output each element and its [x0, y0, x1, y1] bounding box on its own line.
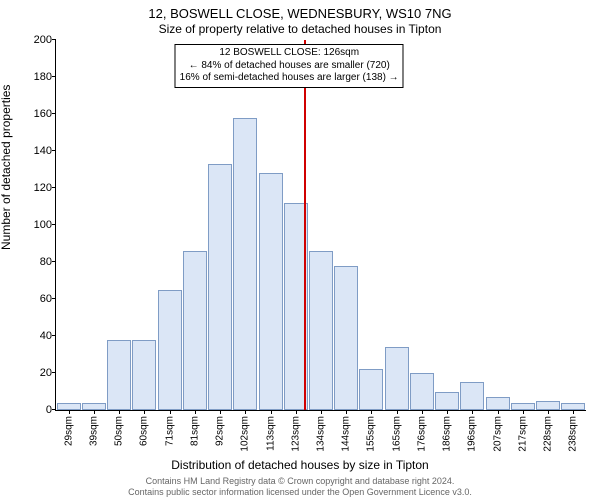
x-tick-mark [220, 410, 221, 414]
x-tick-mark [397, 410, 398, 414]
plot-area: 02040608010012014016018020029sqm39sqm50s… [55, 40, 586, 411]
histogram-bar [233, 118, 257, 410]
x-tick-mark [321, 410, 322, 414]
histogram-bar [460, 382, 484, 410]
histogram-bar [435, 392, 459, 411]
y-tick-label: 60 [22, 293, 56, 305]
x-tick-mark [472, 410, 473, 414]
annotation-line: 16% of semi-detached houses are larger (… [180, 72, 399, 85]
y-tick-label: 80 [22, 256, 56, 268]
chart-container: { "title": "12, BOSWELL CLOSE, WEDNESBUR… [0, 0, 600, 500]
x-tick-label: 207sqm [492, 416, 503, 452]
y-tick-mark [52, 409, 56, 410]
y-tick-mark [52, 113, 56, 114]
annotation-box: 12 BOSWELL CLOSE: 126sqm← 84% of detache… [175, 44, 404, 88]
x-tick-mark [245, 410, 246, 414]
x-tick-label: 29sqm [63, 416, 74, 446]
histogram-bar [208, 164, 232, 410]
x-tick-label: 50sqm [114, 416, 125, 446]
histogram-bar [132, 340, 156, 410]
x-tick-label: 71sqm [164, 416, 175, 446]
histogram-bar [561, 403, 585, 410]
x-tick-label: 165sqm [391, 416, 402, 452]
x-tick-label: 123sqm [290, 416, 301, 452]
x-tick-mark [523, 410, 524, 414]
histogram-bar [309, 251, 333, 410]
y-tick-label: 180 [22, 71, 56, 83]
y-tick-label: 140 [22, 145, 56, 157]
histogram-bar [334, 266, 358, 410]
histogram-bar [183, 251, 207, 410]
x-axis-label: Distribution of detached houses by size … [0, 458, 600, 472]
y-tick-label: 0 [22, 404, 56, 416]
x-tick-label: 176sqm [416, 416, 427, 452]
x-tick-mark [548, 410, 549, 414]
annotation-line: 12 BOSWELL CLOSE: 126sqm [180, 47, 399, 60]
x-tick-mark [573, 410, 574, 414]
x-tick-mark [144, 410, 145, 414]
histogram-bar [511, 403, 535, 410]
x-tick-label: 81sqm [189, 416, 200, 446]
x-tick-label: 39sqm [88, 416, 99, 446]
histogram-bar [158, 290, 182, 410]
y-tick-mark [52, 76, 56, 77]
footer-line-1: Contains HM Land Registry data © Crown c… [0, 476, 600, 486]
x-tick-mark [346, 410, 347, 414]
y-tick-label: 20 [22, 367, 56, 379]
x-tick-label: 113sqm [265, 416, 276, 451]
y-tick-mark [52, 298, 56, 299]
histogram-bar [385, 347, 409, 410]
x-tick-label: 228sqm [543, 416, 554, 452]
y-tick-label: 40 [22, 330, 56, 342]
y-tick-mark [52, 187, 56, 188]
x-tick-mark [94, 410, 95, 414]
histogram-bar [536, 401, 560, 410]
x-tick-mark [69, 410, 70, 414]
histogram-bar [107, 340, 131, 410]
x-tick-label: 196sqm [467, 416, 478, 452]
histogram-bar [486, 397, 510, 410]
y-tick-label: 120 [22, 182, 56, 194]
y-tick-mark [52, 335, 56, 336]
y-tick-mark [52, 39, 56, 40]
histogram-bar [57, 403, 81, 410]
x-tick-label: 144sqm [341, 416, 352, 452]
x-tick-mark [422, 410, 423, 414]
x-tick-mark [498, 410, 499, 414]
x-tick-label: 134sqm [316, 416, 327, 452]
x-tick-mark [170, 410, 171, 414]
chart-title: 12, BOSWELL CLOSE, WEDNESBURY, WS10 7NG [0, 6, 600, 21]
y-tick-mark [52, 224, 56, 225]
x-tick-label: 155sqm [366, 416, 377, 452]
histogram-bar [259, 173, 283, 410]
x-tick-mark [119, 410, 120, 414]
x-tick-mark [195, 410, 196, 414]
footer-line-2: Contains public sector information licen… [0, 487, 600, 497]
y-tick-label: 200 [22, 34, 56, 46]
annotation-line: ← 84% of detached houses are smaller (72… [180, 60, 399, 73]
y-tick-label: 100 [22, 219, 56, 231]
x-tick-mark [447, 410, 448, 414]
y-tick-mark [52, 150, 56, 151]
histogram-bar [82, 403, 106, 410]
chart-subtitle: Size of property relative to detached ho… [0, 22, 600, 36]
x-tick-mark [371, 410, 372, 414]
histogram-bar [359, 369, 383, 410]
y-tick-label: 160 [22, 108, 56, 120]
reference-line [304, 40, 306, 410]
x-tick-label: 238sqm [568, 416, 579, 452]
x-tick-label: 102sqm [240, 416, 251, 452]
x-tick-mark [296, 410, 297, 414]
y-axis-label: Number of detached properties [0, 85, 13, 250]
x-tick-mark [271, 410, 272, 414]
x-tick-label: 186sqm [442, 416, 453, 452]
histogram-bar [410, 373, 434, 410]
x-tick-label: 60sqm [139, 416, 150, 446]
y-tick-mark [52, 372, 56, 373]
x-tick-label: 92sqm [215, 416, 226, 446]
x-tick-label: 217sqm [517, 416, 528, 452]
y-tick-mark [52, 261, 56, 262]
